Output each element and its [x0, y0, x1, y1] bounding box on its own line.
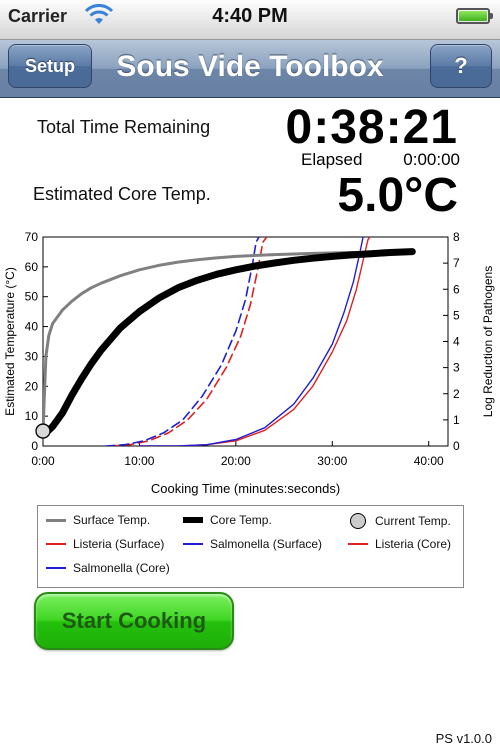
app-title: Sous Vide Toolbox — [116, 50, 384, 83]
legend-item-listeria-surface: Listeria (Surface) — [46, 537, 164, 551]
y-axis-label: Estimated Temperature (°C) — [3, 267, 17, 416]
legend-item-core-temp: Core Temp. — [183, 513, 272, 527]
y2-tick-label-8: 8 — [453, 230, 460, 244]
legend-label: Salmonella (Surface) — [210, 537, 323, 551]
elapsed-value: 0:00:00 — [403, 150, 460, 169]
current-temp-marker — [35, 423, 51, 439]
legend-item-salmonella-surface: Salmonella (Surface) — [183, 537, 322, 551]
status-bar: Carrier 4:40 PM — [0, 0, 500, 40]
legend-label: Listeria (Core) — [375, 537, 452, 551]
y-tick-label-3: 30 — [25, 349, 39, 363]
elapsed-label: Elapsed — [301, 150, 363, 169]
x-tick-label-2: 20:00 — [221, 454, 251, 468]
y-tick-label-0: 0 — [31, 439, 38, 453]
y2-tick-label-5: 5 — [453, 308, 460, 322]
status-clock: 4:40 PM — [212, 5, 288, 27]
core-temp-value: 5.0°C — [337, 169, 458, 222]
y2-tick-label-4: 4 — [453, 335, 460, 349]
x-tick-label-1: 10:00 — [124, 454, 154, 468]
y-tick-label-1: 10 — [25, 409, 39, 423]
y2-tick-label-1: 1 — [453, 413, 460, 427]
navigation-bar: Setup Sous Vide Toolbox ? — [0, 40, 500, 98]
cooking-chart: 0 10 20 30 40 50 60 70 0 1 2 3 4 5 6 7 8 0:00 10:00 20:00 30… — [3, 230, 495, 496]
legend-swatch — [46, 543, 66, 545]
legend-label: Salmonella (Core) — [73, 561, 170, 575]
legend-swatch — [350, 513, 366, 529]
y2-tick-label-6: 6 — [453, 282, 460, 296]
battery-fill — [459, 11, 487, 21]
core-temp-label: Estimated Core Temp. — [33, 184, 211, 204]
y2-tick-label-2: 2 — [453, 387, 460, 401]
legend-swatch — [46, 567, 66, 569]
version-label: PS v1.0.0 — [435, 731, 492, 746]
total-time-label: Total Time Remaining — [37, 117, 211, 137]
legend-swatch — [183, 517, 203, 523]
total-time-value: 0:38:21 — [285, 101, 458, 154]
legend-swatch — [46, 518, 66, 522]
x-tick-label-3: 30:00 — [317, 454, 347, 468]
start-cooking-button[interactable]: Start Cooking — [34, 592, 234, 650]
legend-swatch — [348, 543, 368, 545]
y-tick-label-7: 70 — [25, 230, 39, 244]
x-tick-label-0: 0:00 — [31, 454, 55, 468]
series-surface-temp-line — [43, 250, 414, 433]
y2-tick-label-0: 0 — [453, 439, 460, 453]
legend-item-listeria-core: Listeria (Core) — [348, 537, 451, 551]
legend-label: Core Temp. — [210, 513, 272, 527]
series-salmonella-surface-line — [104, 237, 260, 446]
y2-axis-label: Log Reduction of Pathogens — [481, 266, 495, 417]
y-tick-label-4: 40 — [25, 320, 39, 334]
y2-tick-label-7: 7 — [453, 256, 460, 270]
x-axis-label: Cooking Time (minutes:seconds) — [151, 481, 340, 496]
series-core-temp-line — [44, 248, 416, 435]
x-tick-label-4: 40:00 — [414, 454, 444, 468]
battery-icon — [456, 8, 493, 24]
legend-item-salmonella-core: Salmonella (Core) — [46, 561, 170, 575]
y2-tick-label-3: 3 — [453, 361, 460, 375]
carrier-label: Carrier — [8, 6, 68, 26]
y-tick-label-5: 50 — [25, 290, 39, 304]
legend-label: Listeria (Surface) — [73, 537, 165, 551]
y-tick-label-6: 60 — [25, 260, 39, 274]
legend-item-surface-temp: Surface Temp. — [46, 513, 150, 527]
legend-swatch — [183, 543, 203, 545]
y-tick-label-2: 20 — [25, 379, 39, 393]
legend-item-current-temp: Current Temp. — [348, 513, 451, 529]
legend-label: Current Temp. — [375, 514, 451, 528]
wifi-icon — [84, 4, 114, 24]
help-button[interactable]: ? — [430, 44, 492, 88]
setup-button[interactable]: Setup — [8, 44, 92, 88]
legend-label: Surface Temp. — [73, 513, 151, 527]
series-salmonella-core-line — [138, 237, 364, 446]
chart-legend: Surface Temp. Core Temp. Current Temp. List… — [37, 505, 464, 588]
